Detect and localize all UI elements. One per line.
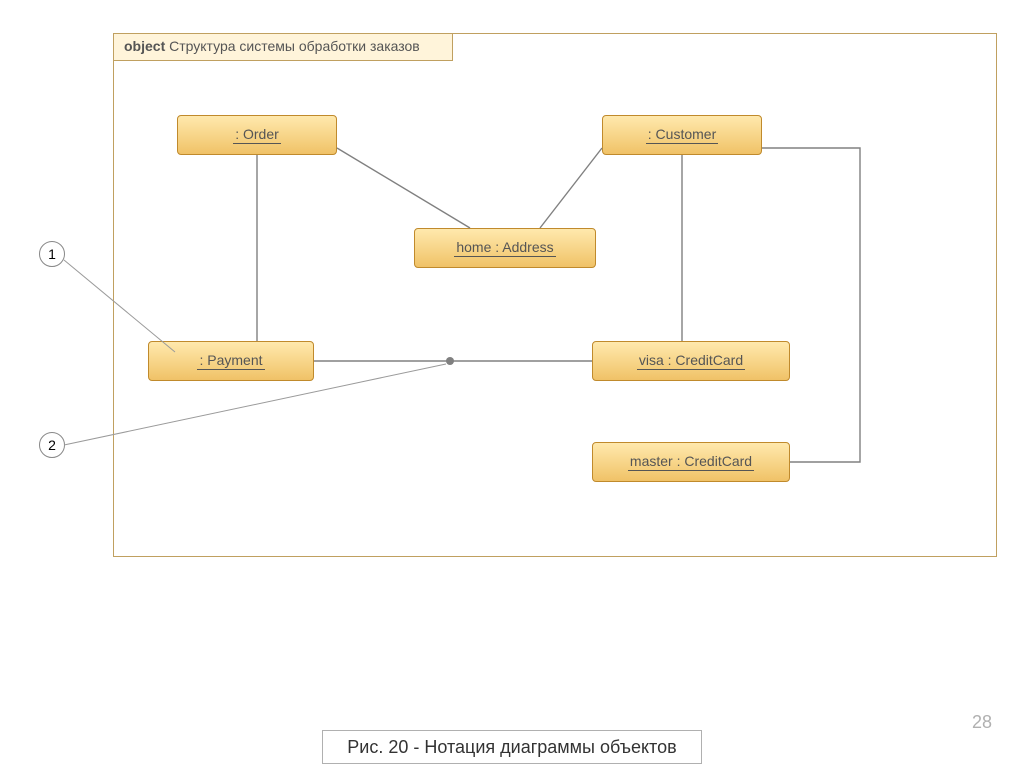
object-address-label: home : Address [454, 239, 555, 257]
page-number: 28 [972, 712, 992, 733]
callout-1-label: 1 [48, 246, 56, 262]
object-customer-label: : Customer [646, 126, 718, 144]
object-payment-label: : Payment [197, 352, 264, 370]
page-number-text: 28 [972, 712, 992, 732]
frame-keyword: object [124, 38, 165, 54]
frame-title-text: Структура системы обработки заказов [165, 38, 420, 54]
object-visa-label: visa : CreditCard [637, 352, 745, 370]
object-order: : Order [177, 115, 337, 155]
object-master: master : CreditCard [592, 442, 790, 482]
page: object Структура системы обработки заказ… [0, 0, 1024, 767]
object-payment: : Payment [148, 341, 314, 381]
object-master-label: master : CreditCard [628, 453, 754, 471]
object-visa: visa : CreditCard [592, 341, 790, 381]
callout-2: 2 [39, 432, 65, 458]
object-customer: : Customer [602, 115, 762, 155]
diagram-frame-title: object Структура системы обработки заказ… [113, 33, 453, 61]
object-order-label: : Order [233, 126, 281, 144]
figure-caption-text: Рис. 20 - Нотация диаграммы объектов [347, 737, 676, 758]
object-address: home : Address [414, 228, 596, 268]
callout-1: 1 [39, 241, 65, 267]
figure-caption: Рис. 20 - Нотация диаграммы объектов [322, 730, 702, 764]
diagram-frame [113, 33, 997, 557]
callout-2-label: 2 [48, 437, 56, 453]
